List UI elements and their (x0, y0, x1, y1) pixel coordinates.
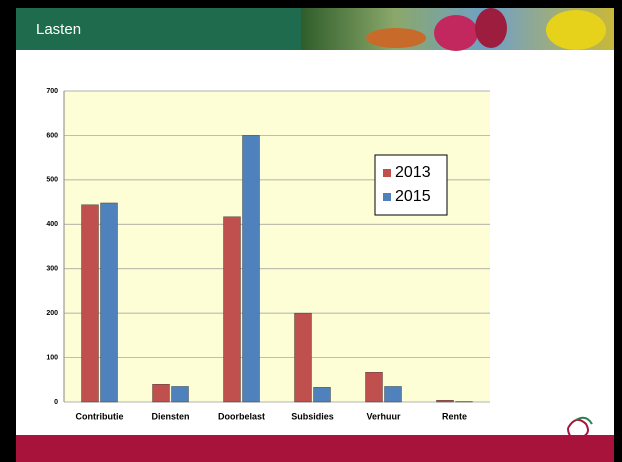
x-tick-label: Diensten (151, 411, 189, 421)
bar (295, 313, 312, 402)
leaf (366, 28, 426, 48)
x-tick-label: Doorbelast (218, 411, 265, 421)
x-tick-label: Subsidies (291, 411, 334, 421)
legend-swatch (383, 193, 391, 201)
chart: Lasten 0 100 200 300 400 500 600 700 Contributie… (16, 8, 614, 462)
y-tick-label: 600 (46, 132, 58, 139)
legend-label: 2015 (395, 188, 431, 205)
slide-title: Lasten (36, 21, 81, 38)
x-tick-label: Verhuur (366, 411, 401, 421)
legend-label: 2013 (395, 164, 431, 181)
bar (224, 217, 241, 402)
flower (546, 10, 606, 50)
bar (82, 205, 99, 402)
y-tick-label: 500 (46, 177, 58, 184)
bar (314, 387, 331, 402)
y-tick-label: 100 (46, 354, 58, 361)
bar (153, 384, 170, 402)
bar (385, 386, 402, 402)
y-tick-label: 300 (46, 266, 58, 273)
bar (172, 386, 189, 402)
legend-swatch (383, 169, 391, 177)
y-tick-label: 0 (54, 399, 58, 406)
x-tick-label: Contributie (76, 411, 124, 421)
slide: Lasten 0 100 200 300 400 500 600 700 Contributie… (16, 8, 614, 462)
bar (366, 372, 383, 402)
bar (243, 135, 260, 402)
plot-area (64, 91, 490, 402)
flower (475, 8, 507, 48)
footer-bar (16, 435, 614, 462)
y-tick-label: 700 (46, 88, 58, 95)
flower (434, 15, 478, 51)
y-tick-label: 200 (46, 310, 58, 317)
y-tick-label: 400 (46, 221, 58, 228)
bar (437, 400, 454, 402)
x-tick-label: Rente (442, 411, 467, 421)
bar (101, 203, 118, 402)
